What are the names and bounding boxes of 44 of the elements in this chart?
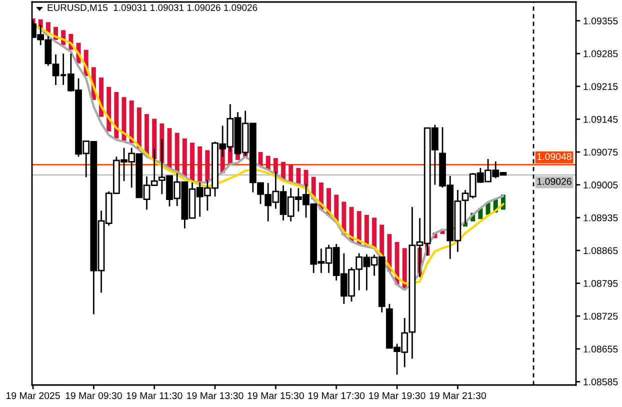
y-tick-label: 1.09145 [584, 116, 618, 123]
bar [144, 114, 150, 156]
x-tick-label: 19 Mar 13:30 [187, 392, 244, 400]
y-tick-label: 1.08585 [584, 378, 618, 386]
bar [174, 132, 180, 172]
bar [205, 150, 210, 182]
bar [296, 168, 301, 184]
bar [114, 92, 119, 138]
y-tick-label: 1.09355 [584, 17, 618, 24]
bar [281, 162, 286, 180]
x-tick-label: 19 Mar 2025 [6, 392, 60, 400]
bar [106, 86, 112, 132]
y-tick-label: 1.09285 [584, 50, 618, 58]
ref-line-label: 1.09026 [537, 178, 572, 185]
x-tick-label: 19 Mar 19:30 [369, 392, 426, 400]
ref-line-label: 1.09048 [537, 153, 572, 160]
bar [304, 170, 308, 187]
x-tick-label: 19 Mar 17:30 [308, 392, 365, 400]
y-tick-label: 1.08865 [584, 247, 618, 254]
bar [167, 128, 172, 168]
y-tick-label: 1.08795 [584, 280, 618, 287]
y-tick-label: 1.08935 [584, 214, 618, 222]
x-tick-label: 19 Mar 21:30 [430, 392, 486, 400]
x-tick-label: 19 Mar 09:30 [66, 392, 122, 400]
bar [136, 107, 142, 149]
y-tick-label: 1.09075 [584, 148, 618, 156]
bar [122, 97, 126, 141]
bar [182, 138, 187, 176]
bar [273, 158, 278, 174]
x-tick-label: 19 Mar 11:30 [126, 392, 182, 400]
bar [372, 218, 377, 248]
y-tick-label: 1.08725 [584, 312, 618, 320]
x-tick-label: 19 Mar 15:30 [248, 392, 304, 400]
bar [288, 164, 294, 182]
y-tick-label: 1.09215 [584, 83, 618, 90]
bar [190, 142, 195, 182]
bar [152, 118, 157, 160]
chart-title: EURUSD,M15 1.09031 1.09031 1.09026 1.09026 [48, 4, 258, 12]
y-tick-label: 1.08655 [584, 346, 618, 353]
bar [266, 156, 270, 170]
y-tick-label: 1.09005 [584, 182, 618, 188]
bar [198, 146, 202, 182]
bar [129, 100, 134, 144]
bar [258, 152, 263, 167]
